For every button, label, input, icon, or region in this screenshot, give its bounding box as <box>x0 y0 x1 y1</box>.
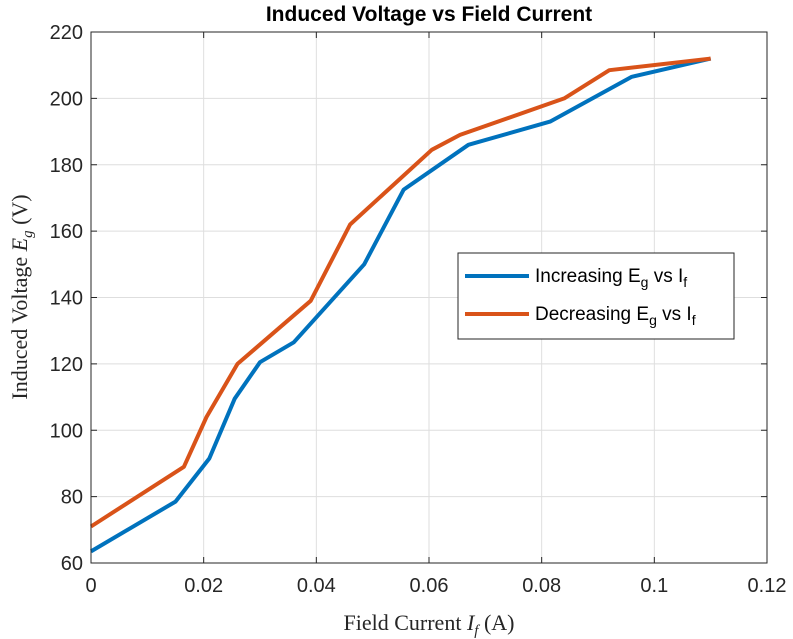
y-tick-label: 60 <box>61 553 83 575</box>
x-axis-label: Field Current If (A) <box>344 610 515 639</box>
y-axis-label: Induced Voltage Eg (V) <box>7 194 36 399</box>
y-axis-ticks: 60 80 100 120 140 160 180 200 220 <box>50 22 767 575</box>
x-tick-label: 0.12 <box>748 575 787 597</box>
x-axis-ticks: 0 0.02 0.04 0.06 0.08 0.1 0.12 <box>85 32 786 597</box>
series-line-decreasing <box>89 56 711 529</box>
x-tick-label: 0.06 <box>410 575 449 597</box>
y-tick-label: 180 <box>50 155 83 177</box>
chart-title: Induced Voltage vs Field Current <box>266 3 592 26</box>
legend-box <box>457 252 735 340</box>
x-tick-label: 0.02 <box>184 575 223 597</box>
x-tick-label: 0.1 <box>640 575 668 597</box>
legend-label-increasing: Increasing Eg vs If <box>535 266 687 290</box>
plot-lines <box>89 56 712 554</box>
y-tick-label: 220 <box>50 22 83 44</box>
y-tick-label: 200 <box>50 88 83 110</box>
legend: Increasing Eg vs If Decreasing Eg vs If <box>457 252 735 340</box>
y-tick-label: 80 <box>61 487 83 509</box>
x-tick-label: 0 <box>85 575 96 597</box>
y-tick-label: 160 <box>50 221 83 243</box>
series-line-increasing <box>89 56 712 554</box>
y-tick-label: 120 <box>50 354 83 376</box>
legend-label-decreasing: Decreasing Eg vs If <box>535 304 696 328</box>
y-tick-label: 100 <box>50 420 83 442</box>
y-tick-label: 140 <box>50 288 83 310</box>
x-tick-label: 0.08 <box>522 575 561 597</box>
x-tick-label: 0.04 <box>297 575 336 597</box>
